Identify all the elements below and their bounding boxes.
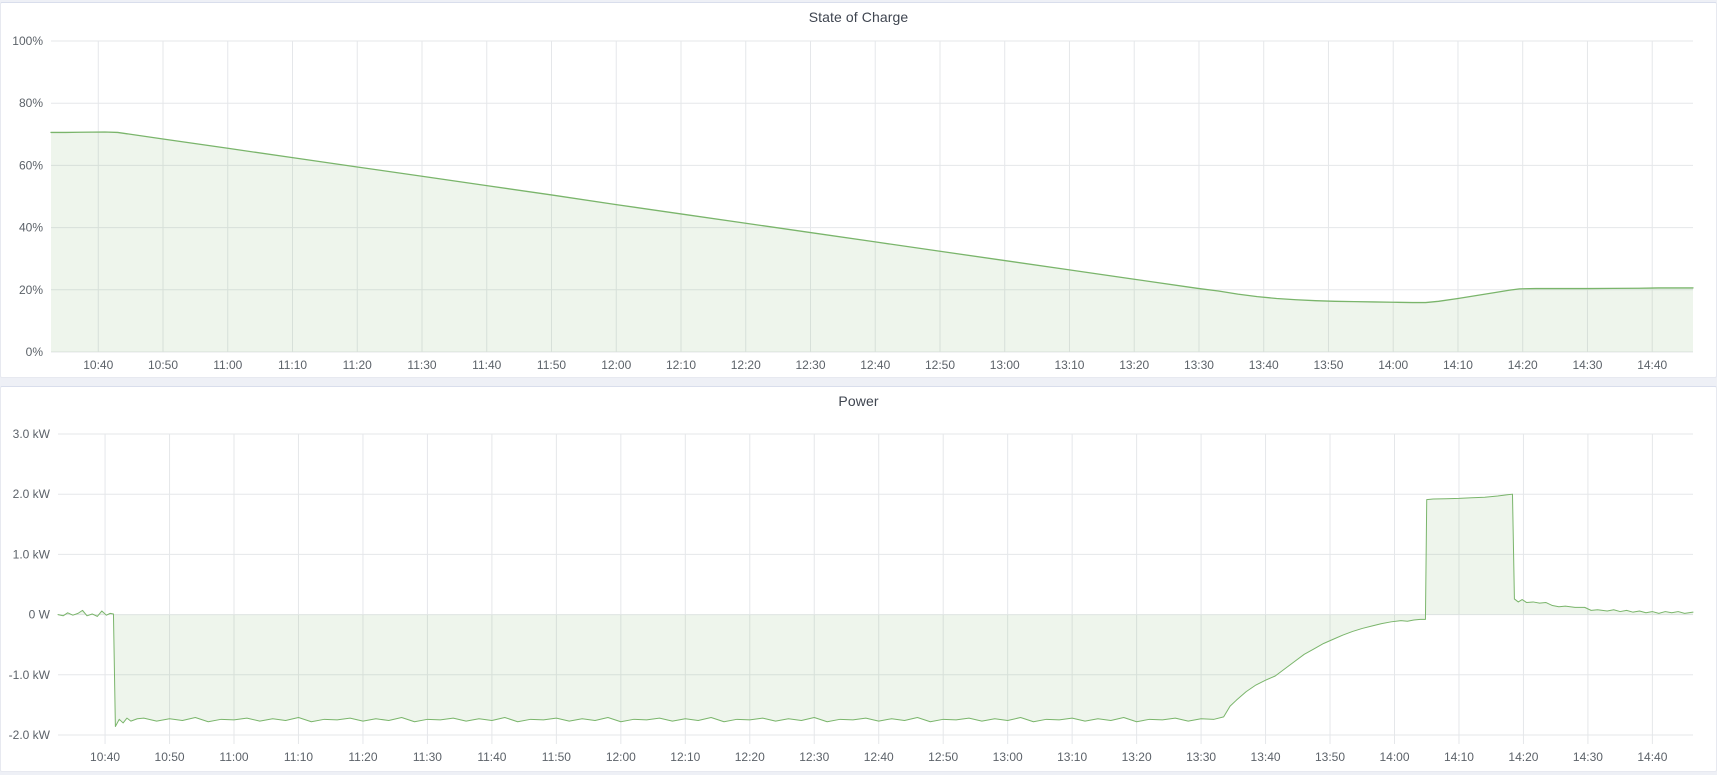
x-tick-label: 11:30 (413, 750, 442, 764)
panel-title-power: Power (838, 393, 879, 409)
y-tick-label: 2.0 kW (13, 487, 51, 501)
x-tick-label: 12:40 (864, 750, 894, 764)
x-tick-label: 10:40 (83, 358, 113, 372)
x-tick-label: 10:50 (155, 750, 185, 764)
x-tick-label: 11:40 (472, 358, 501, 372)
x-tick-label: 14:40 (1637, 750, 1667, 764)
y-axis-tick-labels: -2.0 kW -1.0 kW 0 W 1.0 kW 2.0 kW 3.0 kW (9, 427, 51, 742)
y-axis-tick-labels: 0% 20% 40% 60% 80% 100% (12, 34, 43, 359)
series-line (57, 493, 1694, 728)
x-tick-label: 12:50 (928, 750, 958, 764)
x-tick-label: 12:10 (666, 358, 696, 372)
state-of-charge-chart[interactable]: 10:40 10:50 11:00 11:10 11:20 11:30 11:40 11:50… (1, 31, 1716, 377)
y-tick-label: 100% (12, 34, 43, 48)
x-tick-label: 12:50 (925, 358, 955, 372)
panel-title-state-of-charge: State of Charge (808, 9, 909, 25)
power-chart[interactable]: 10:40 10:50 11:00 11:10 11:20 11:30 11:40 11:50… (1, 415, 1716, 771)
x-tick-label: 13:20 (1122, 750, 1152, 764)
x-tick-label: 12:40 (860, 358, 890, 372)
x-tick-label: 12:00 (606, 750, 636, 764)
x-tick-label: 14:10 (1444, 750, 1474, 764)
x-tick-label: 11:00 (213, 358, 242, 372)
grid (51, 40, 1693, 353)
y-tick-label: 1.0 kW (13, 547, 51, 561)
x-tick-label: 14:30 (1572, 358, 1602, 372)
x-tick-label: 13:40 (1249, 358, 1279, 372)
x-axis-tick-labels: 10:40 10:50 11:00 11:10 11:20 11:30 11:40 11:50… (90, 750, 1668, 764)
x-tick-label: 13:10 (1057, 750, 1087, 764)
x-tick-label: 13:30 (1186, 750, 1216, 764)
x-tick-label: 11:20 (343, 358, 372, 372)
x-tick-label: 11:10 (284, 750, 313, 764)
x-tick-label: 11:30 (407, 358, 436, 372)
x-tick-label: 12:10 (670, 750, 700, 764)
y-tick-label: 60% (19, 158, 43, 172)
x-tick-label: 13:50 (1313, 358, 1343, 372)
y-tick-label: 80% (19, 96, 43, 110)
x-tick-label: 13:00 (990, 358, 1020, 372)
x-tick-label: 12:20 (735, 750, 765, 764)
grid (58, 433, 1693, 744)
x-tick-label: 14:20 (1508, 358, 1538, 372)
y-tick-label: 20% (19, 283, 43, 297)
x-tick-label: 13:40 (1251, 750, 1281, 764)
x-tick-label: 14:00 (1378, 358, 1408, 372)
x-tick-label: 13:30 (1184, 358, 1214, 372)
y-tick-label: 3.0 kW (13, 427, 51, 441)
x-tick-label: 14:40 (1637, 358, 1667, 372)
x-tick-label: 12:30 (799, 750, 829, 764)
x-tick-label: 13:20 (1119, 358, 1149, 372)
x-tick-label: 10:40 (90, 750, 120, 764)
x-tick-label: 14:10 (1443, 358, 1473, 372)
x-tick-label: 10:50 (148, 358, 178, 372)
x-tick-label: 11:20 (348, 750, 377, 764)
y-tick-label: -1.0 kW (9, 668, 51, 682)
x-axis-tick-labels: 10:40 10:50 11:00 11:10 11:20 11:30 11:40 11:50… (83, 358, 1667, 372)
panel-state-of-charge[interactable]: State of Charge 10:40 10:50 11:00 11:10 11:2… (0, 2, 1717, 378)
x-tick-label: 11:40 (477, 750, 506, 764)
x-tick-label: 14:20 (1508, 750, 1538, 764)
x-tick-label: 11:50 (542, 750, 571, 764)
x-tick-label: 14:00 (1379, 750, 1409, 764)
x-tick-label: 12:00 (601, 358, 631, 372)
x-tick-label: 12:20 (731, 358, 761, 372)
y-tick-label: 0% (26, 345, 44, 359)
series-line (50, 131, 1694, 304)
x-tick-label: 13:50 (1315, 750, 1345, 764)
x-tick-label: 11:10 (278, 358, 307, 372)
y-tick-label: 0 W (29, 608, 51, 622)
y-tick-label: 40% (19, 221, 43, 235)
x-tick-label: 14:30 (1573, 750, 1603, 764)
y-tick-label: -2.0 kW (9, 728, 51, 742)
x-tick-label: 12:30 (795, 358, 825, 372)
panel-power[interactable]: Power 10:40 10:50 11:00 11:10 11:20 11:30 11:4… (0, 386, 1717, 772)
series-area (58, 494, 1693, 727)
x-tick-label: 11:50 (537, 358, 566, 372)
x-tick-label: 13:10 (1054, 358, 1084, 372)
x-tick-label: 13:00 (993, 750, 1023, 764)
x-tick-label: 11:00 (219, 750, 248, 764)
